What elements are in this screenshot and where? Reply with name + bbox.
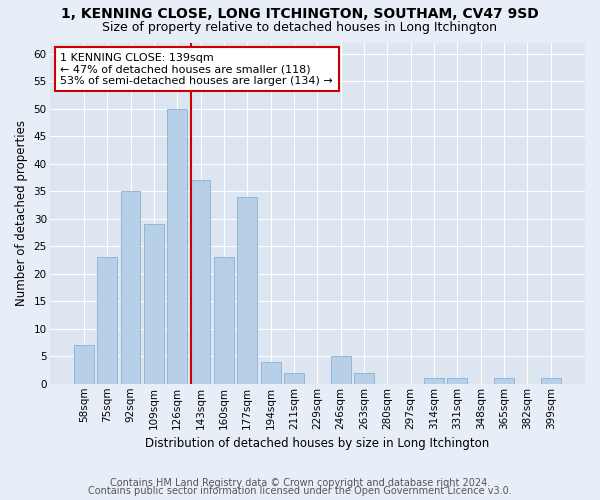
Bar: [238, 196, 257, 384]
Bar: [284, 373, 304, 384]
Bar: [191, 180, 211, 384]
Bar: [167, 108, 187, 384]
Bar: [331, 356, 350, 384]
Text: 1, KENNING CLOSE, LONG ITCHINGTON, SOUTHAM, CV47 9SD: 1, KENNING CLOSE, LONG ITCHINGTON, SOUTH…: [61, 8, 539, 22]
Bar: [144, 224, 164, 384]
Text: Contains public sector information licensed under the Open Government Licence v3: Contains public sector information licen…: [88, 486, 512, 496]
Bar: [121, 191, 140, 384]
Bar: [448, 378, 467, 384]
Bar: [260, 362, 281, 384]
Bar: [354, 373, 374, 384]
X-axis label: Distribution of detached houses by size in Long Itchington: Distribution of detached houses by size …: [145, 437, 490, 450]
Text: Contains HM Land Registry data © Crown copyright and database right 2024.: Contains HM Land Registry data © Crown c…: [110, 478, 490, 488]
Bar: [214, 257, 234, 384]
Text: 1 KENNING CLOSE: 139sqm
← 47% of detached houses are smaller (118)
53% of semi-d: 1 KENNING CLOSE: 139sqm ← 47% of detache…: [60, 52, 333, 86]
Text: Size of property relative to detached houses in Long Itchington: Size of property relative to detached ho…: [103, 21, 497, 34]
Bar: [424, 378, 444, 384]
Y-axis label: Number of detached properties: Number of detached properties: [15, 120, 28, 306]
Bar: [74, 345, 94, 384]
Bar: [541, 378, 560, 384]
Bar: [494, 378, 514, 384]
Bar: [97, 257, 117, 384]
